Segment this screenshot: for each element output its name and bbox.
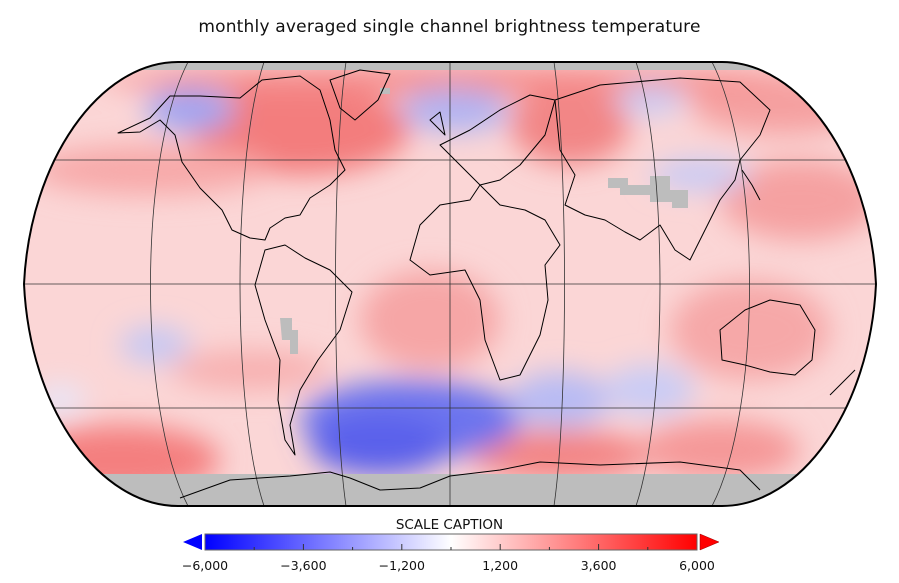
missing-data-greenland — [380, 88, 390, 94]
coastlines — [117, 69, 856, 499]
colorbar-tick-label: −3,600 — [280, 558, 327, 573]
colorbar-extend-max — [699, 533, 720, 551]
missing-data-antarctica — [24, 474, 876, 506]
world-map — [22, 61, 878, 507]
colorbar-tick-label: 1,200 — [482, 558, 519, 573]
map-border — [22, 61, 878, 507]
colorbar — [183, 533, 720, 551]
colorbar-extend-min — [183, 534, 202, 550]
colorbar-caption: SCALE CAPTION — [395, 517, 504, 533]
chart-title: monthly averaged single channel brightne… — [198, 17, 701, 37]
missing-data-tibet — [608, 176, 688, 208]
graticule — [24, 62, 876, 506]
anomaly-field — [24, 62, 876, 506]
missing-data-arctic — [24, 62, 876, 70]
colorbar-tick-label: 3,600 — [580, 558, 617, 573]
colorbar-tick-label: 6,000 — [679, 558, 715, 573]
missing-data-andes — [280, 318, 298, 354]
colorbar-tick-label: −6,000 — [181, 558, 229, 573]
colorbar-tick-label: −1,200 — [378, 558, 425, 573]
